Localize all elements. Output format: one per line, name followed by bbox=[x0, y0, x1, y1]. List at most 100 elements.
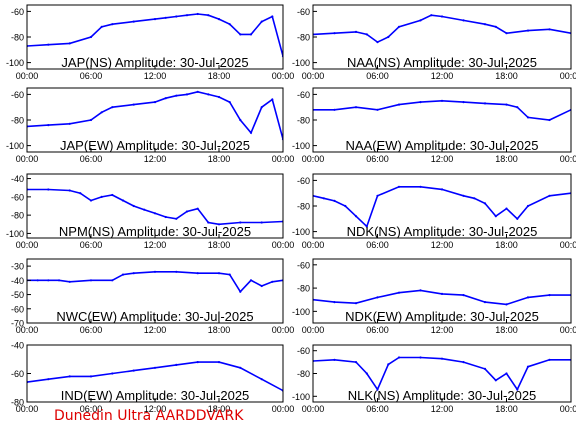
data-point bbox=[260, 106, 263, 109]
data-point bbox=[365, 225, 368, 228]
data-point bbox=[365, 372, 368, 375]
y-tick-label: -60 bbox=[297, 346, 310, 356]
series-line bbox=[27, 13, 283, 57]
data-point bbox=[175, 270, 178, 273]
data-point bbox=[333, 358, 336, 361]
y-tick-label: -50 bbox=[11, 290, 24, 300]
x-tick-label: 18:00 bbox=[208, 240, 231, 250]
data-point bbox=[483, 23, 487, 26]
y-tick-label: -30 bbox=[11, 262, 24, 272]
x-tick-label: 06:00 bbox=[366, 154, 389, 164]
data-point bbox=[526, 116, 530, 119]
data-point bbox=[354, 215, 358, 218]
data-point bbox=[175, 217, 178, 220]
x-tick-label: 00:00 bbox=[272, 240, 295, 250]
data-point bbox=[462, 101, 465, 104]
data-point bbox=[111, 193, 114, 197]
data-point bbox=[185, 93, 189, 96]
data-point bbox=[483, 202, 487, 205]
data-point bbox=[376, 41, 379, 44]
x-tick-label: 18:00 bbox=[495, 240, 518, 250]
series-line bbox=[313, 356, 571, 392]
data-point bbox=[505, 103, 508, 106]
data-point bbox=[153, 18, 157, 21]
data-point bbox=[249, 279, 253, 282]
y-tick-label: -80 bbox=[297, 284, 310, 294]
data-point bbox=[175, 94, 178, 97]
data-point bbox=[365, 33, 368, 36]
data-point bbox=[440, 99, 444, 102]
y-tick-label: -60 bbox=[11, 304, 24, 314]
data-point bbox=[397, 103, 401, 106]
x-tick-label: 06:00 bbox=[80, 404, 103, 414]
chart-panel-2: 00:00 06:00 12:00 18:00 00:00 -60 -80 -100 NAA(N… bbox=[292, 4, 576, 81]
x-tick-label: 00:00 bbox=[16, 154, 39, 164]
data-point bbox=[228, 273, 231, 276]
data-point bbox=[494, 25, 497, 28]
series-line bbox=[27, 361, 283, 392]
chart-panel-8: 00:00 06:00 12:00 18:00 00:00 -60 -80 -100 NDK(E… bbox=[292, 258, 576, 335]
series-line bbox=[313, 289, 571, 306]
data-point bbox=[132, 272, 135, 275]
x-tick-label: 18:00 bbox=[495, 154, 518, 164]
x-tick-label: 12:00 bbox=[144, 240, 167, 250]
data-point bbox=[207, 93, 210, 96]
x-tick-label: 00:00 bbox=[272, 154, 295, 164]
data-point bbox=[483, 301, 487, 304]
data-point bbox=[196, 207, 199, 210]
data-point bbox=[440, 188, 444, 191]
data-point bbox=[333, 301, 336, 304]
y-tick-label: -80 bbox=[297, 202, 310, 212]
y-tick-label: -60 bbox=[11, 369, 24, 379]
x-tick-label: 18:00 bbox=[208, 325, 231, 335]
y-tick-label: -100 bbox=[6, 141, 24, 151]
x-tick-label: 00:00 bbox=[560, 325, 576, 335]
x-tick-label: 12:00 bbox=[144, 404, 167, 414]
data-point bbox=[462, 19, 465, 22]
x-tick-label: 00:00 bbox=[302, 404, 325, 414]
x-tick-label: 00:00 bbox=[16, 404, 39, 414]
data-point bbox=[47, 124, 50, 127]
data-point bbox=[47, 188, 50, 191]
data-point bbox=[505, 303, 508, 306]
data-point bbox=[462, 294, 465, 297]
data-point bbox=[68, 42, 71, 45]
y-tick-label: -100 bbox=[6, 229, 24, 239]
data-point bbox=[397, 291, 401, 294]
data-point bbox=[68, 375, 71, 378]
data-point bbox=[228, 101, 231, 104]
x-tick-label: 18:00 bbox=[208, 71, 231, 81]
data-point bbox=[397, 356, 401, 359]
chart-title: NDK(NS) Amplitude: 30-Jul-2025 bbox=[347, 224, 538, 239]
y-tick-label: -100 bbox=[292, 58, 310, 68]
data-point bbox=[354, 30, 358, 33]
data-point bbox=[111, 23, 114, 26]
chart-panel-10: 00:00 06:00 12:00 18:00 00:00 -60 -80 -100 NLK(N… bbox=[292, 344, 576, 414]
y-tick-label: -70 bbox=[11, 319, 24, 329]
data-point bbox=[132, 103, 135, 106]
data-point bbox=[196, 12, 199, 16]
series-line bbox=[27, 188, 283, 226]
data-point bbox=[47, 378, 50, 381]
x-tick-label: 06:00 bbox=[366, 404, 389, 414]
data-point bbox=[333, 32, 336, 35]
data-point bbox=[121, 273, 125, 276]
data-point bbox=[354, 361, 358, 364]
data-point bbox=[354, 106, 358, 109]
x-tick-label: 12:00 bbox=[144, 154, 167, 164]
data-point bbox=[196, 90, 199, 93]
data-point bbox=[185, 210, 189, 213]
data-point bbox=[79, 192, 82, 195]
data-point bbox=[175, 15, 178, 18]
data-point bbox=[419, 19, 422, 22]
data-point bbox=[89, 35, 93, 39]
data-point bbox=[387, 35, 390, 39]
data-point bbox=[462, 361, 465, 364]
x-tick-label: 00:00 bbox=[272, 325, 295, 335]
data-point bbox=[239, 366, 242, 369]
data-point bbox=[207, 221, 210, 224]
chart-title: JAP(EW) Amplitude: 30-Jul-2025 bbox=[60, 138, 250, 153]
data-point bbox=[440, 292, 444, 295]
y-tick-label: -80 bbox=[11, 398, 24, 408]
x-tick-label: 00:00 bbox=[302, 240, 325, 250]
